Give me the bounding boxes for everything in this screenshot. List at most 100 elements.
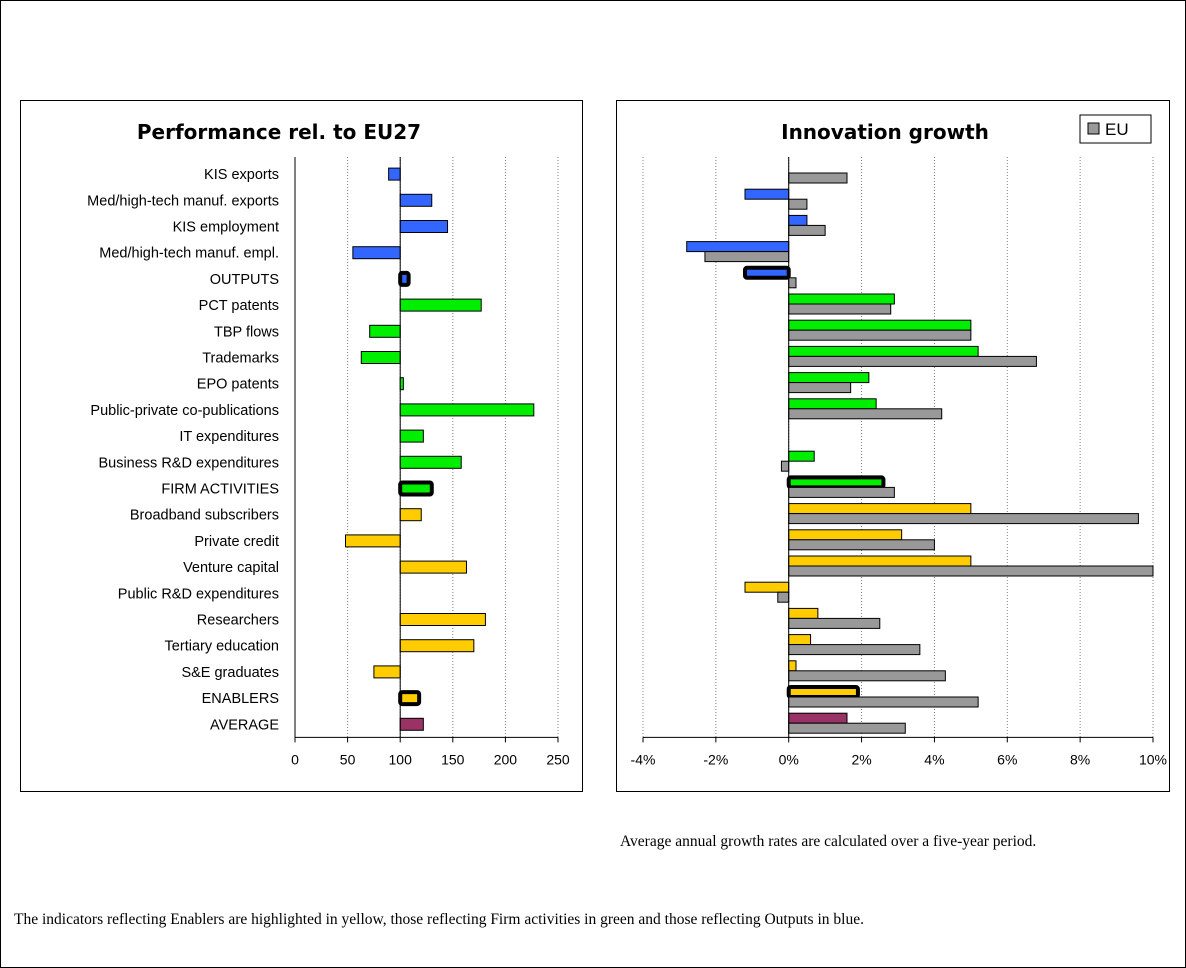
- performance-chart: Performance rel. to EU27 KIS exports Med/…: [87, 120, 570, 767]
- legend-label-eu: EU: [1105, 120, 1129, 139]
- eu-bar: [788, 696, 979, 708]
- eu-bar: [788, 617, 881, 629]
- x-tick-label: 200: [494, 751, 518, 767]
- category-label: EPO patents: [197, 377, 279, 393]
- country-bar: [788, 398, 877, 410]
- category-label: FIRM ACTIVITIES: [161, 482, 279, 498]
- performance-chart-panel: Performance rel. to EU27 KIS exports Med/…: [20, 100, 583, 792]
- eu-bar: [704, 251, 790, 263]
- bar: [399, 403, 535, 417]
- growth-note: Average annual growth rates are calculat…: [620, 833, 1037, 850]
- country-bar: [786, 685, 860, 699]
- color-note: The indicators reflecting Enablers are h…: [14, 911, 864, 928]
- country-bar: [788, 555, 972, 567]
- bar: [352, 246, 401, 260]
- x-tick-label: 50: [340, 751, 356, 767]
- category-label: TBP flows: [214, 324, 279, 340]
- country-bar: [788, 345, 979, 357]
- growth-x-axis: -4% -2% 0% 2% 4% 6% 8% 10%: [631, 157, 1167, 767]
- eu-bar: [788, 277, 797, 289]
- category-label: Researchers: [197, 613, 279, 629]
- category-label: S&E graduates: [181, 665, 279, 681]
- eu-bar: [788, 670, 946, 682]
- eu-bar: [788, 513, 1139, 525]
- country-bar: [788, 372, 870, 384]
- eu-bar: [788, 355, 1037, 367]
- bar: [388, 167, 401, 181]
- country-bar: [744, 581, 790, 593]
- eu-bar: [788, 329, 972, 341]
- performance-chart-title: Performance rel. to EU27: [137, 120, 421, 144]
- country-bar: [788, 450, 815, 462]
- x-tick-label: 6%: [997, 751, 1017, 767]
- x-tick-label: 250: [546, 751, 570, 767]
- category-label: IT expenditures: [179, 429, 279, 445]
- x-tick-label: 150: [441, 751, 465, 767]
- category-label: Venture capital: [183, 560, 279, 576]
- eu-bar: [788, 408, 943, 420]
- growth-bars: [686, 172, 1154, 734]
- eu-bar: [788, 722, 906, 734]
- legend-swatch-eu: [1087, 122, 1100, 135]
- growth-chart-panel: Innovation growth EU -4% -2% 0% 2% 4% 6% 8% 10%: [616, 100, 1170, 792]
- x-tick-label: 10%: [1139, 751, 1167, 767]
- bar: [399, 639, 475, 653]
- country-bar: [788, 660, 797, 672]
- bar: [399, 560, 467, 574]
- eu-bar: [788, 539, 935, 551]
- country-bar: [744, 188, 790, 200]
- bar: [399, 613, 486, 626]
- eu-bar: [788, 172, 848, 184]
- bar: [369, 324, 401, 338]
- country-bar: [743, 265, 791, 280]
- bar: [373, 665, 401, 679]
- eu-bar: [780, 460, 790, 472]
- eu-bar: [777, 591, 790, 603]
- category-label: Broadband subscribers: [130, 508, 279, 524]
- category-label: PCT patents: [199, 298, 279, 314]
- category-label: Public-private co-publications: [90, 403, 279, 419]
- bar: [398, 690, 422, 707]
- growth-chart: Innovation growth EU -4% -2% 0% 2% 4% 6% 8% 10%: [631, 114, 1167, 767]
- category-label: Trademarks: [202, 351, 279, 367]
- eu-bar: [788, 224, 826, 236]
- bar: [344, 534, 401, 548]
- bar: [398, 270, 411, 287]
- bar: [398, 480, 434, 497]
- category-label: KIS employment: [173, 220, 279, 236]
- country-bar: [788, 607, 819, 619]
- bar: [399, 429, 424, 443]
- performance-x-axis: 0 50 100 150 200 250: [291, 157, 570, 767]
- bar: [399, 193, 433, 207]
- category-label: Med/high-tech manuf. exports: [87, 193, 279, 209]
- bar: [399, 508, 422, 522]
- bar: [399, 455, 462, 469]
- eu-bar: [788, 644, 921, 656]
- eu-bar: [788, 486, 895, 498]
- bar: [399, 220, 449, 233]
- country-bar: [786, 475, 886, 490]
- category-label: Business R&D expenditures: [98, 455, 279, 471]
- category-label: OUTPUTS: [210, 272, 279, 288]
- category-label: Private credit: [194, 534, 279, 550]
- country-bar: [686, 241, 790, 253]
- x-tick-label: 4%: [924, 751, 944, 767]
- category-label: ENABLERS: [202, 691, 279, 707]
- country-bar: [788, 293, 895, 305]
- performance-category-labels: KIS exports Med/high-tech manuf. exports K…: [87, 167, 279, 733]
- eu-bar: [788, 303, 892, 315]
- country-bar: [788, 214, 808, 226]
- country-bar: [788, 634, 812, 646]
- x-tick-label: -4%: [631, 751, 656, 767]
- category-label: Public R&D expenditures: [118, 586, 279, 602]
- growth-legend: EU: [1079, 114, 1152, 144]
- category-label: Tertiary education: [165, 639, 279, 655]
- eu-bar: [788, 382, 852, 394]
- country-bar: [788, 712, 848, 724]
- x-tick-label: 2%: [851, 751, 871, 767]
- x-tick-label: 0%: [779, 751, 799, 767]
- country-bar: [788, 503, 972, 515]
- performance-bars: [344, 167, 535, 731]
- category-label: AVERAGE: [210, 717, 279, 733]
- x-tick-label: 100: [389, 751, 413, 767]
